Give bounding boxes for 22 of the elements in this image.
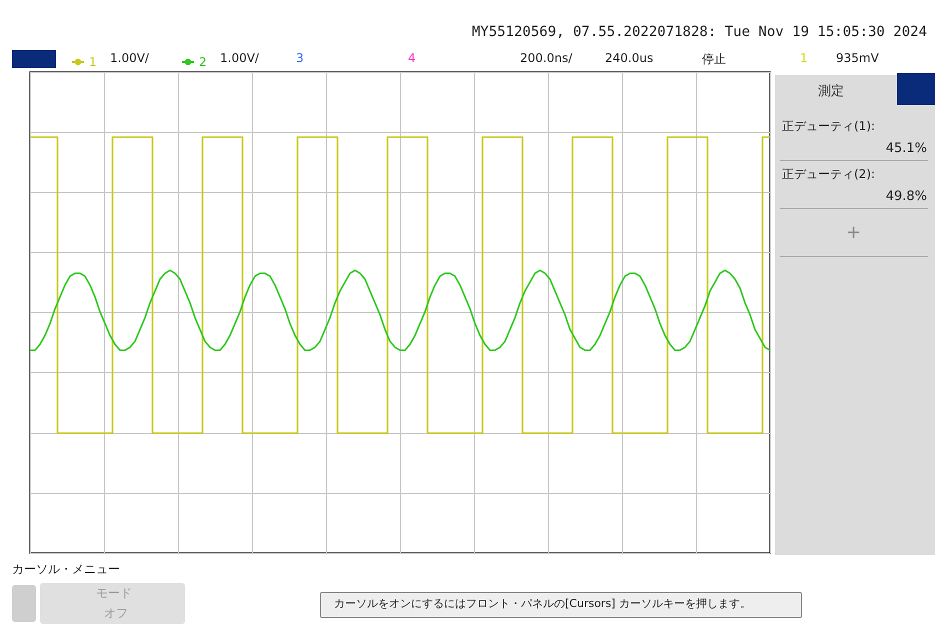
text: 4: [408, 51, 416, 65]
text: 240.0us: [605, 51, 654, 65]
text: カーソルをオンにするにはフロント・パネルの[Cursors] カーソルキーを押します。: [334, 596, 751, 611]
legend-label: 2: [199, 55, 207, 69]
text: 正デューティ(2):: [782, 166, 876, 183]
text: 1.00V/: [220, 51, 259, 65]
text: オフ: [104, 605, 128, 622]
text: 3: [296, 51, 304, 65]
text: 1: [800, 51, 808, 65]
chart-title: MY55120569, 07.55.2022071828: Tue Nov 19 15:05:30 2024: [472, 24, 927, 40]
text: カーソル・メニュー: [12, 561, 120, 578]
text: モード: [96, 585, 132, 602]
text: 1.00V/: [110, 51, 149, 65]
legend-label: 1: [89, 55, 97, 69]
text: +: [846, 222, 862, 243]
text: 49.8%: [886, 189, 927, 204]
text: 200.0ns/: [520, 51, 572, 65]
text: 測定: [818, 83, 844, 100]
text: 停止: [702, 51, 726, 68]
text: 935mV: [836, 51, 879, 65]
text: 45.1%: [886, 141, 927, 156]
text: 正デューティ(1):: [782, 118, 876, 135]
